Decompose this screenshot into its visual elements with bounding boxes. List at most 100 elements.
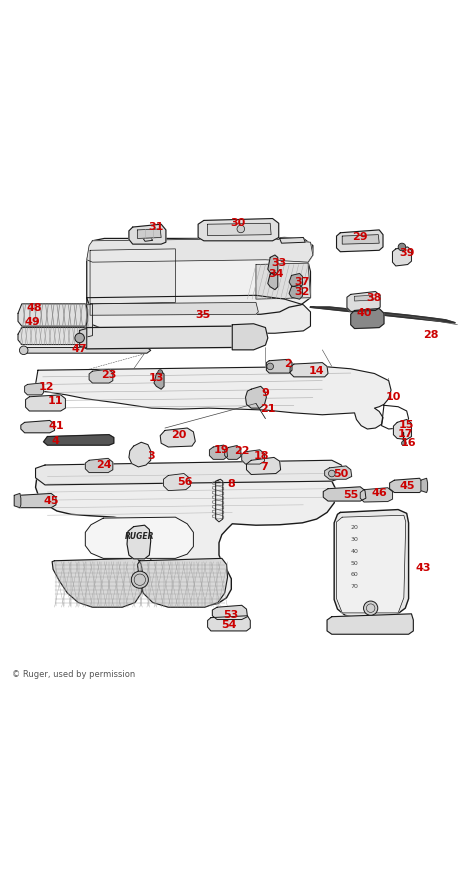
Text: 53: 53	[224, 611, 239, 620]
Polygon shape	[85, 517, 193, 559]
Text: 14: 14	[309, 367, 324, 376]
Text: 7: 7	[261, 462, 268, 472]
Text: 13: 13	[149, 373, 164, 383]
Polygon shape	[360, 488, 392, 502]
Polygon shape	[44, 434, 114, 445]
Text: 3: 3	[147, 451, 155, 460]
Polygon shape	[208, 616, 250, 631]
Polygon shape	[127, 525, 151, 559]
Polygon shape	[347, 291, 380, 311]
Text: 35: 35	[195, 310, 210, 320]
Text: 16: 16	[401, 438, 416, 448]
Text: 28: 28	[423, 330, 438, 340]
Text: 40: 40	[351, 549, 359, 553]
Polygon shape	[337, 515, 406, 613]
Circle shape	[158, 370, 163, 375]
Text: 21: 21	[261, 404, 276, 414]
Text: 30: 30	[230, 218, 246, 228]
Text: 50: 50	[334, 469, 349, 479]
Polygon shape	[36, 367, 391, 429]
Circle shape	[328, 470, 335, 477]
Polygon shape	[87, 239, 313, 262]
Polygon shape	[52, 559, 143, 607]
Polygon shape	[15, 493, 56, 508]
Polygon shape	[87, 295, 310, 333]
Circle shape	[364, 601, 378, 615]
Text: 2: 2	[284, 358, 292, 368]
Polygon shape	[80, 328, 87, 348]
Circle shape	[267, 363, 273, 370]
Polygon shape	[256, 263, 310, 299]
Text: 70: 70	[351, 585, 359, 589]
Text: 45: 45	[44, 496, 59, 506]
Polygon shape	[355, 295, 374, 301]
Polygon shape	[325, 466, 352, 479]
Polygon shape	[351, 308, 384, 328]
Polygon shape	[280, 238, 305, 243]
Text: 38: 38	[367, 293, 382, 303]
Polygon shape	[160, 428, 195, 447]
Text: 49: 49	[24, 316, 40, 327]
Polygon shape	[18, 304, 88, 326]
Text: 31: 31	[149, 222, 164, 232]
Text: 50: 50	[351, 561, 358, 566]
Polygon shape	[268, 255, 278, 275]
Text: 55: 55	[343, 490, 358, 501]
Polygon shape	[129, 224, 166, 244]
Polygon shape	[290, 363, 328, 377]
Polygon shape	[212, 605, 247, 620]
Polygon shape	[289, 274, 302, 288]
Polygon shape	[23, 348, 151, 353]
Polygon shape	[208, 224, 271, 236]
Text: 32: 32	[295, 288, 310, 298]
Polygon shape	[89, 369, 113, 383]
Text: 45: 45	[400, 481, 415, 491]
Text: 46: 46	[371, 488, 387, 499]
Polygon shape	[289, 285, 302, 299]
Polygon shape	[90, 302, 258, 316]
Polygon shape	[327, 614, 413, 634]
Text: 37: 37	[295, 277, 310, 287]
Circle shape	[237, 225, 245, 232]
Text: 24: 24	[97, 460, 112, 470]
Polygon shape	[137, 229, 161, 239]
Polygon shape	[137, 559, 228, 607]
Text: 23: 23	[101, 370, 117, 380]
Text: 30: 30	[351, 537, 359, 542]
Polygon shape	[14, 493, 21, 508]
Text: 9: 9	[262, 388, 269, 398]
Polygon shape	[392, 247, 411, 266]
Polygon shape	[266, 359, 292, 373]
Text: 56: 56	[177, 477, 192, 487]
Circle shape	[401, 441, 406, 445]
Polygon shape	[246, 458, 281, 475]
Polygon shape	[36, 460, 345, 485]
Polygon shape	[421, 478, 428, 493]
Text: 17: 17	[398, 429, 413, 439]
Text: 12: 12	[39, 383, 54, 392]
Circle shape	[131, 571, 148, 588]
Polygon shape	[310, 308, 455, 323]
Text: 34: 34	[268, 269, 283, 280]
Polygon shape	[143, 238, 153, 241]
Polygon shape	[225, 445, 241, 460]
Polygon shape	[21, 420, 55, 433]
Polygon shape	[337, 230, 383, 252]
Circle shape	[398, 243, 406, 250]
Text: 33: 33	[271, 258, 286, 268]
Text: 4: 4	[52, 436, 60, 446]
Polygon shape	[26, 395, 65, 411]
Polygon shape	[323, 487, 366, 501]
Text: 60: 60	[351, 572, 358, 578]
Text: 15: 15	[399, 420, 414, 430]
Polygon shape	[246, 386, 266, 409]
Circle shape	[75, 333, 84, 342]
Text: 22: 22	[234, 446, 249, 456]
Text: 8: 8	[228, 479, 235, 489]
Text: 10: 10	[386, 392, 401, 401]
Polygon shape	[90, 249, 175, 304]
Polygon shape	[198, 218, 279, 240]
Polygon shape	[242, 450, 264, 464]
Polygon shape	[36, 463, 337, 606]
Text: 40: 40	[356, 308, 372, 318]
